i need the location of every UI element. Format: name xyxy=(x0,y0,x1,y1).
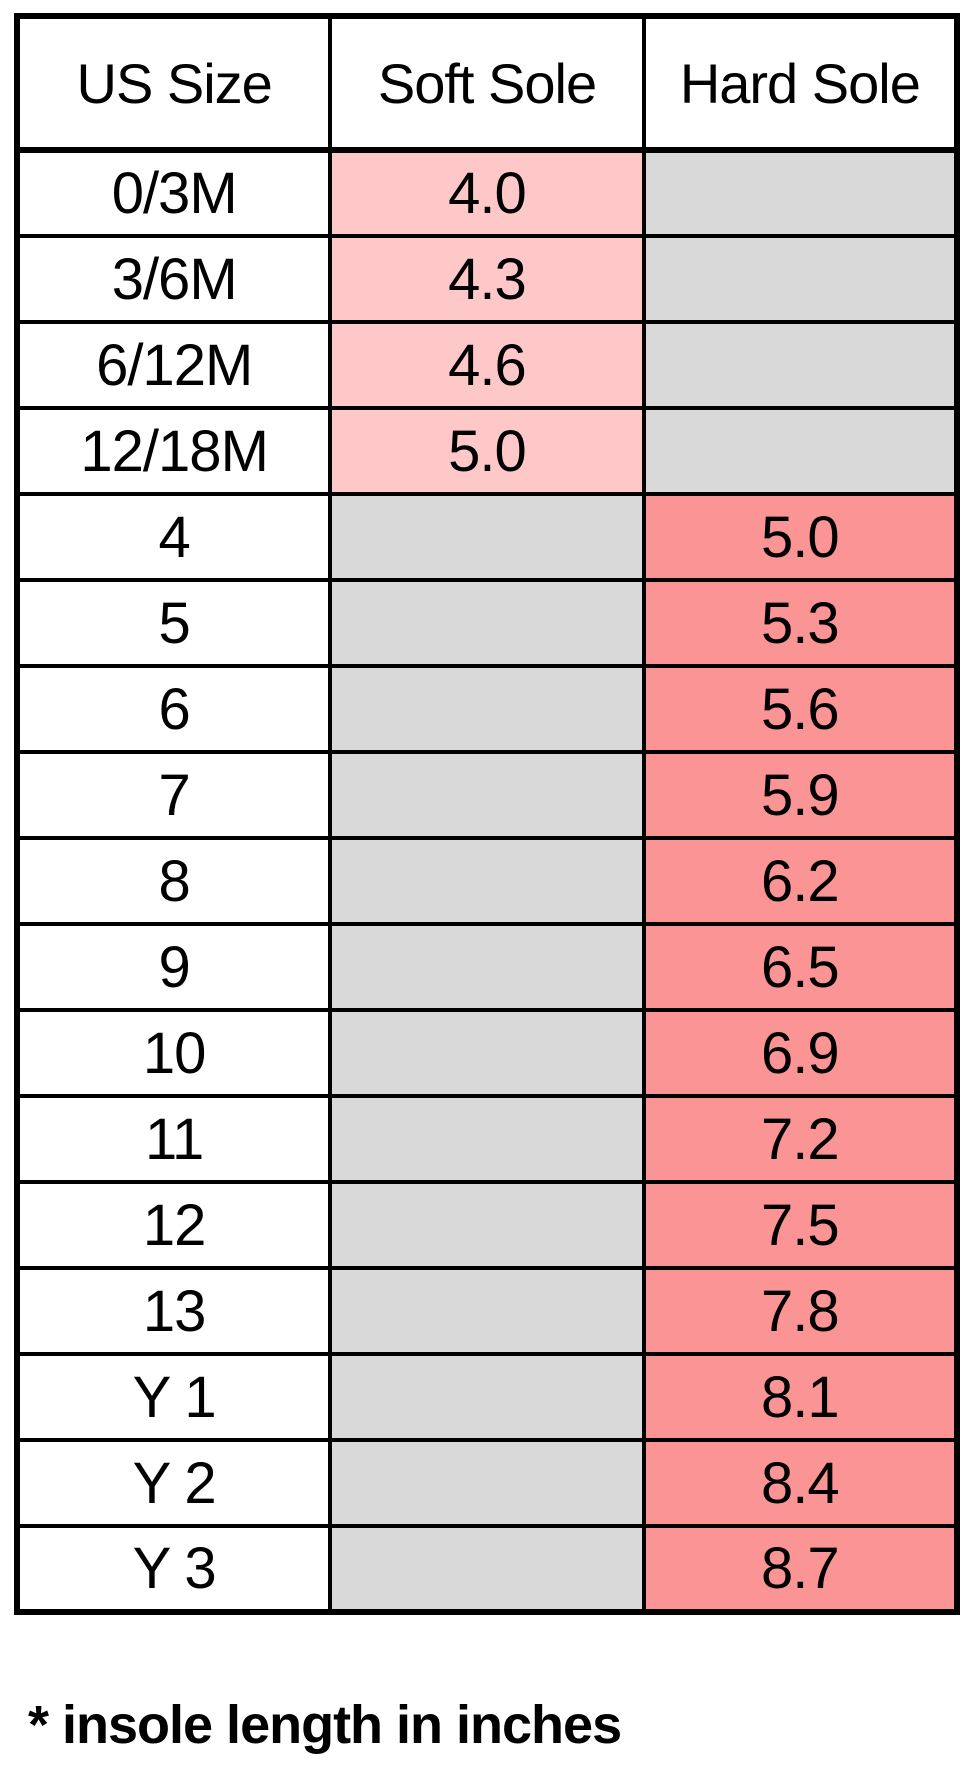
soft-sole-cell: 4.3 xyxy=(328,234,646,324)
table-header: US Size Soft Sole Hard Sole xyxy=(14,14,960,153)
hard-sole-cell: 5.3 xyxy=(641,578,960,668)
us-size-cell: 3/6M xyxy=(14,234,333,324)
col-header-hard-sole: Hard Sole xyxy=(641,14,960,153)
table-row: 9 6.5 xyxy=(14,922,960,1012)
table-row: 12/18M 5.0 xyxy=(14,406,960,496)
table-row: 6 5.6 xyxy=(14,664,960,754)
table-row: Y 2 8.4 xyxy=(14,1438,960,1528)
table-row: 12 7.5 xyxy=(14,1180,960,1270)
soft-sole-cell: 4.0 xyxy=(328,148,646,238)
hard-sole-cell: 8.4 xyxy=(641,1438,960,1528)
us-size-cell: 10 xyxy=(14,1008,333,1098)
soft-sole-cell xyxy=(328,1266,646,1356)
table-body: 0/3M 4.0 3/6M 4.3 6/12M 4.6 12/18M 5.0 4… xyxy=(14,148,960,1614)
us-size-cell: 12/18M xyxy=(14,406,333,496)
soft-sole-cell xyxy=(328,1352,646,1442)
soft-sole-cell xyxy=(328,1524,646,1614)
hard-sole-cell: 6.9 xyxy=(641,1008,960,1098)
soft-sole-cell: 5.0 xyxy=(328,406,646,496)
us-size-cell: 9 xyxy=(14,922,333,1012)
hard-sole-cell: 8.1 xyxy=(641,1352,960,1442)
us-size-cell: 0/3M xyxy=(14,148,333,238)
soft-sole-cell xyxy=(328,836,646,926)
table-row: 5 5.3 xyxy=(14,578,960,668)
hard-sole-cell: 5.9 xyxy=(641,750,960,840)
table-row: 6/12M 4.6 xyxy=(14,320,960,410)
hard-sole-cell: 8.7 xyxy=(641,1524,960,1614)
table-row: Y 3 8.7 xyxy=(14,1524,960,1614)
us-size-cell: 13 xyxy=(14,1266,333,1356)
col-header-us-size: US Size xyxy=(14,14,333,153)
table-row: 0/3M 4.0 xyxy=(14,148,960,238)
table-row: 11 7.2 xyxy=(14,1094,960,1184)
hard-sole-cell: 6.2 xyxy=(641,836,960,926)
us-size-cell: 6/12M xyxy=(14,320,333,410)
shoe-size-table: US Size Soft Sole Hard Sole 0/3M 4.0 3/6… xyxy=(14,13,960,1615)
hard-sole-cell xyxy=(641,148,960,238)
us-size-cell: 7 xyxy=(14,750,333,840)
table-row: 13 7.8 xyxy=(14,1266,960,1356)
soft-sole-cell xyxy=(328,664,646,754)
hard-sole-cell: 5.6 xyxy=(641,664,960,754)
us-size-cell: 11 xyxy=(14,1094,333,1184)
soft-sole-cell: 4.6 xyxy=(328,320,646,410)
table-row: 7 5.9 xyxy=(14,750,960,840)
us-size-cell: 5 xyxy=(14,578,333,668)
hard-sole-cell: 7.8 xyxy=(641,1266,960,1356)
us-size-cell: 6 xyxy=(14,664,333,754)
hard-sole-cell: 7.2 xyxy=(641,1094,960,1184)
us-size-cell: 12 xyxy=(14,1180,333,1270)
table-row: 10 6.9 xyxy=(14,1008,960,1098)
us-size-cell: Y 2 xyxy=(14,1438,333,1528)
soft-sole-cell xyxy=(328,1438,646,1528)
header-row: US Size Soft Sole Hard Sole xyxy=(14,14,960,153)
soft-sole-cell xyxy=(328,578,646,668)
hard-sole-cell xyxy=(641,320,960,410)
soft-sole-cell xyxy=(328,922,646,1012)
hard-sole-cell: 6.5 xyxy=(641,922,960,1012)
hard-sole-cell: 5.0 xyxy=(641,492,960,582)
col-header-soft-sole: Soft Sole xyxy=(328,14,646,153)
table-row: 8 6.2 xyxy=(14,836,960,926)
soft-sole-cell xyxy=(328,750,646,840)
hard-sole-cell: 7.5 xyxy=(641,1180,960,1270)
us-size-cell: Y 1 xyxy=(14,1352,333,1442)
insole-length-footnote: * insole length in inches xyxy=(28,1695,622,1755)
table-row: 3/6M 4.3 xyxy=(14,234,960,324)
soft-sole-cell xyxy=(328,1180,646,1270)
hard-sole-cell xyxy=(641,406,960,496)
us-size-cell: 4 xyxy=(14,492,333,582)
soft-sole-cell xyxy=(328,1094,646,1184)
table-row: 4 5.0 xyxy=(14,492,960,582)
us-size-cell: Y 3 xyxy=(14,1524,333,1614)
us-size-cell: 8 xyxy=(14,836,333,926)
table-row: Y 1 8.1 xyxy=(14,1352,960,1442)
soft-sole-cell xyxy=(328,1008,646,1098)
hard-sole-cell xyxy=(641,234,960,324)
soft-sole-cell xyxy=(328,492,646,582)
